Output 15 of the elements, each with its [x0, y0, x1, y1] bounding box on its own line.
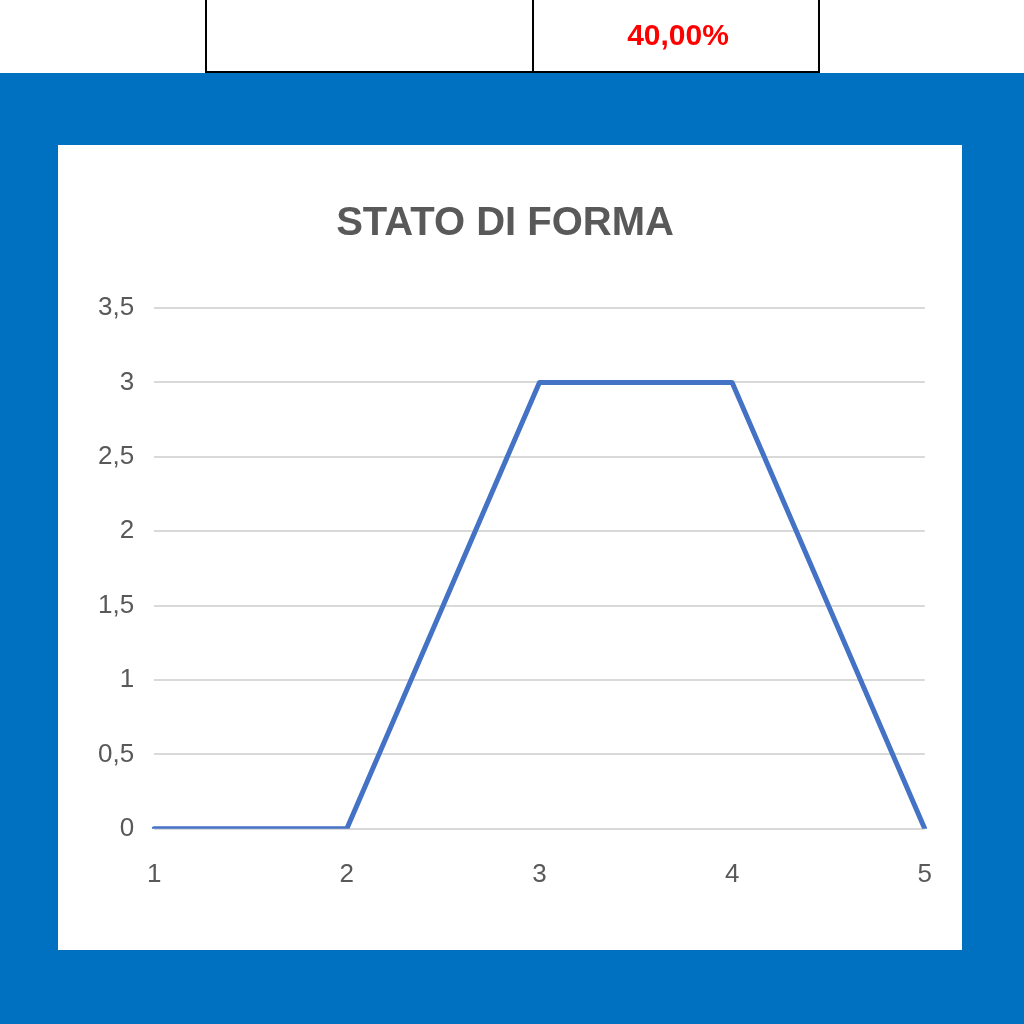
- y-tick-label: 2: [119, 514, 135, 545]
- chart-title: STATO DI FORMA: [336, 199, 674, 244]
- y-tick-label: 0: [119, 811, 135, 842]
- x-tick-label: 4: [724, 857, 740, 888]
- y-tick-label: 3: [119, 365, 135, 396]
- y-tick-label: 3,5: [97, 291, 135, 322]
- text: 40,00%: [626, 18, 730, 52]
- y-tick-label: 1: [119, 663, 135, 694]
- x-tick-label: 5: [917, 857, 932, 888]
- y-tick-label: 2,5: [97, 439, 135, 470]
- x-tick-label: 1: [146, 857, 162, 888]
- y-tick-label: 0,5: [97, 737, 135, 768]
- x-tick-label: 2: [339, 857, 355, 888]
- y-tick-label: 1,5: [97, 588, 135, 619]
- x-tick-label: 3: [532, 857, 547, 888]
